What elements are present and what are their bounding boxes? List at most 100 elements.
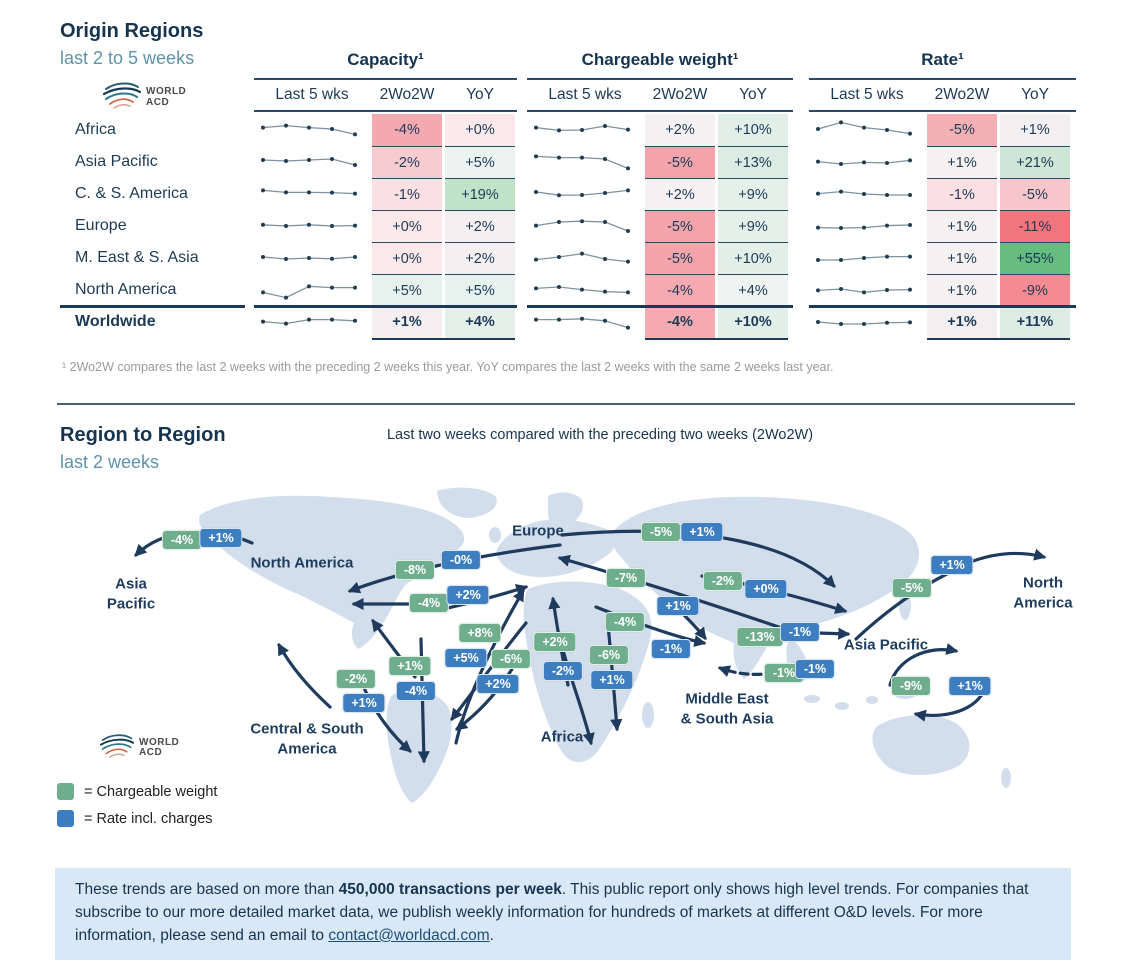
trend-sparkline	[534, 316, 630, 330]
trend-sparkline	[816, 254, 912, 262]
rate-badge: +2%	[446, 585, 490, 605]
map-region-label: Asia Pacific	[843, 636, 929, 654]
cell-2wo2w: +1%	[927, 146, 997, 178]
logo-word: WORLD	[139, 736, 180, 748]
legend-rate: = Rate incl. charges	[57, 810, 213, 827]
region-to-region-title: Region to Region	[60, 424, 226, 446]
trend-sparkline	[261, 255, 357, 261]
rate-badge: +5%	[444, 648, 488, 668]
region-row-label: North America	[75, 281, 177, 298]
map-region-label: North America	[1013, 574, 1073, 612]
rate-badge: -1%	[794, 659, 836, 679]
region-row-label: Asia Pacific	[75, 153, 158, 170]
chargeable-weight-badge: +8%	[458, 623, 502, 643]
cell-2wo2w: +1%	[927, 306, 997, 338]
region-to-region-subtitle: last 2 weeks	[60, 452, 160, 472]
notice-text: These trends are based on more than	[75, 881, 339, 898]
trend-sparkline	[816, 287, 912, 295]
cell-yoy: +9%	[718, 210, 788, 242]
cell-2wo2w: +2%	[645, 114, 715, 146]
chargeable-weight-badge: -7%	[605, 568, 647, 588]
notice-bold: 450,000 transactions per week	[338, 881, 562, 898]
rate-badge: +1%	[199, 528, 243, 548]
legend-label: = Rate incl. charges	[84, 810, 213, 827]
rate-swatch	[57, 810, 74, 827]
chargeable-weight-badge: -2%	[702, 571, 744, 591]
cell-yoy: +21%	[1000, 146, 1070, 178]
trend-sparkline	[816, 223, 912, 230]
trend-sparkline	[534, 124, 630, 133]
subheader-yoy: YoY	[466, 86, 494, 103]
subheader-2wo2w: 2Wo2W	[379, 86, 435, 103]
chargeable-weight-badge: -13%	[736, 627, 784, 647]
chargeable-weight-badge: +2%	[533, 632, 577, 652]
rate-badge: +1%	[680, 522, 724, 542]
rate-badge: -1%	[779, 622, 821, 642]
cell-yoy: +1%	[1000, 114, 1070, 146]
rate-badge: -4%	[395, 681, 437, 701]
group-header-rule	[254, 78, 517, 80]
subheader-yoy: YoY	[1021, 86, 1049, 103]
column-group-title: Rate¹	[921, 50, 964, 69]
trend-sparkline	[261, 123, 357, 137]
trend-sparkline	[261, 188, 357, 196]
chargeable-weight-badge: -2%	[335, 669, 377, 689]
logo-acd: ACD	[146, 96, 170, 108]
contact-email-link[interactable]: contact@worldacd.com	[328, 926, 490, 944]
trend-sparkline	[261, 317, 357, 326]
cell-2wo2w: +0%	[372, 242, 442, 274]
cell-2wo2w: -4%	[645, 306, 715, 338]
region-row-label: Worldwide	[75, 313, 156, 330]
cell-2wo2w: -2%	[372, 146, 442, 178]
chargeable-weight-badge: -8%	[394, 560, 436, 580]
group-header-rule	[809, 78, 1076, 80]
trend-sparkline	[816, 320, 912, 326]
worldwide-separator	[60, 305, 245, 308]
cell-yoy: -9%	[1000, 274, 1070, 306]
chargeable-weight-badge: -4%	[604, 612, 646, 632]
cell-2wo2w: -5%	[645, 210, 715, 242]
cell-yoy: -11%	[1000, 210, 1070, 242]
rate-badge: -2%	[542, 661, 584, 681]
group-header-rule	[527, 78, 793, 80]
subheader-rule	[527, 110, 793, 112]
notice-text: . This public report only shows high lev…	[75, 881, 1029, 944]
cell-yoy: +5%	[445, 274, 515, 306]
legend-chargeable-weight: = Chargeable weight	[57, 783, 217, 800]
trend-sparkline	[261, 222, 357, 228]
worldwide-separator	[254, 305, 517, 308]
chargeable-weight-badge: +1%	[388, 656, 432, 676]
cell-2wo2w: +2%	[645, 178, 715, 210]
trend-sparkline	[261, 284, 357, 300]
column-group-title: Capacity¹	[347, 50, 424, 69]
cell-2wo2w: +1%	[927, 274, 997, 306]
worldacd-swirl-icon	[99, 732, 135, 764]
cell-yoy: +0%	[445, 114, 515, 146]
subheader-rule	[254, 110, 517, 112]
map-region-label: Africa	[540, 728, 584, 746]
map-caption: Last two weeks compared with the precedi…	[386, 427, 814, 443]
rate-badge: +1%	[656, 596, 700, 616]
rate-badge: +0%	[744, 579, 788, 599]
section-divider	[57, 403, 1075, 405]
cell-2wo2w: -5%	[645, 242, 715, 274]
cell-2wo2w: +1%	[927, 210, 997, 242]
cell-yoy: +10%	[718, 306, 788, 338]
world-map: -4% +1% -8% -0% -4% +2% -5% +1% -7% -2% +0% +1% -4% -…	[0, 487, 1125, 827]
trend-sparkline	[534, 188, 630, 198]
trend-sparkline	[261, 157, 357, 167]
rate-badge: +2%	[476, 674, 520, 694]
footer-notice: These trends are based on more than 450,…	[55, 868, 1071, 960]
chargeable-weight-badge: -5%	[891, 578, 933, 598]
rate-badge: -0%	[440, 550, 482, 570]
cell-2wo2w: +5%	[372, 274, 442, 306]
cell-yoy: +2%	[445, 210, 515, 242]
origin-regions-title: Origin Regions	[60, 20, 204, 42]
cell-yoy: -5%	[1000, 178, 1070, 210]
chargeable-weight-swatch	[57, 783, 74, 800]
trend-sparkline	[534, 285, 630, 295]
trend-sparkline	[816, 189, 912, 197]
map-region-label: North America	[250, 554, 354, 572]
region-row-label: M. East & S. Asia	[75, 249, 199, 266]
